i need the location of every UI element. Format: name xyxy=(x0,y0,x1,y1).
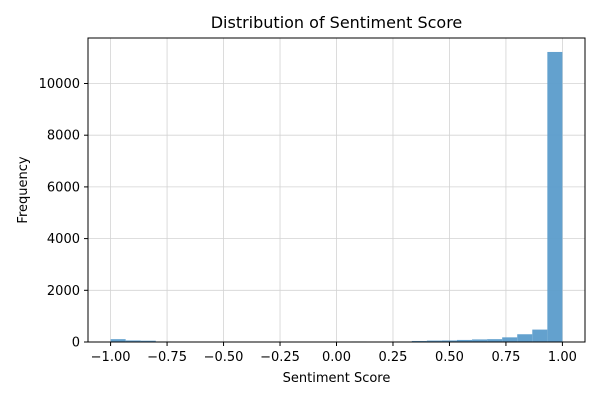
histogram-bar xyxy=(532,330,547,342)
chart-title: Distribution of Sentiment Score xyxy=(211,13,463,32)
y-tick-label: 6000 xyxy=(47,180,80,195)
x-tick-label: 1.00 xyxy=(548,350,577,365)
x-tick-label: −0.50 xyxy=(204,350,244,365)
x-tick-label: 0.25 xyxy=(379,350,408,365)
x-tick-label: 0.00 xyxy=(322,350,351,365)
y-tick-label: 10000 xyxy=(39,77,80,92)
y-tick-label: 8000 xyxy=(47,129,80,144)
y-tick-label: 4000 xyxy=(47,232,80,247)
x-tick-label: −1.00 xyxy=(91,350,131,365)
x-tick-label: −0.25 xyxy=(260,350,300,365)
x-tick-label: 0.75 xyxy=(491,350,520,365)
y-tick-label: 2000 xyxy=(47,284,80,299)
x-tick-label: 0.50 xyxy=(435,350,464,365)
x-axis-label: Sentiment Score xyxy=(283,371,391,386)
histogram-bar xyxy=(502,337,517,342)
histogram-bar xyxy=(547,52,562,342)
histogram-bar xyxy=(517,334,532,342)
x-tick-label: −0.75 xyxy=(147,350,187,365)
y-axis-label: Frequency xyxy=(16,156,31,223)
y-tick-label: 0 xyxy=(72,336,80,351)
